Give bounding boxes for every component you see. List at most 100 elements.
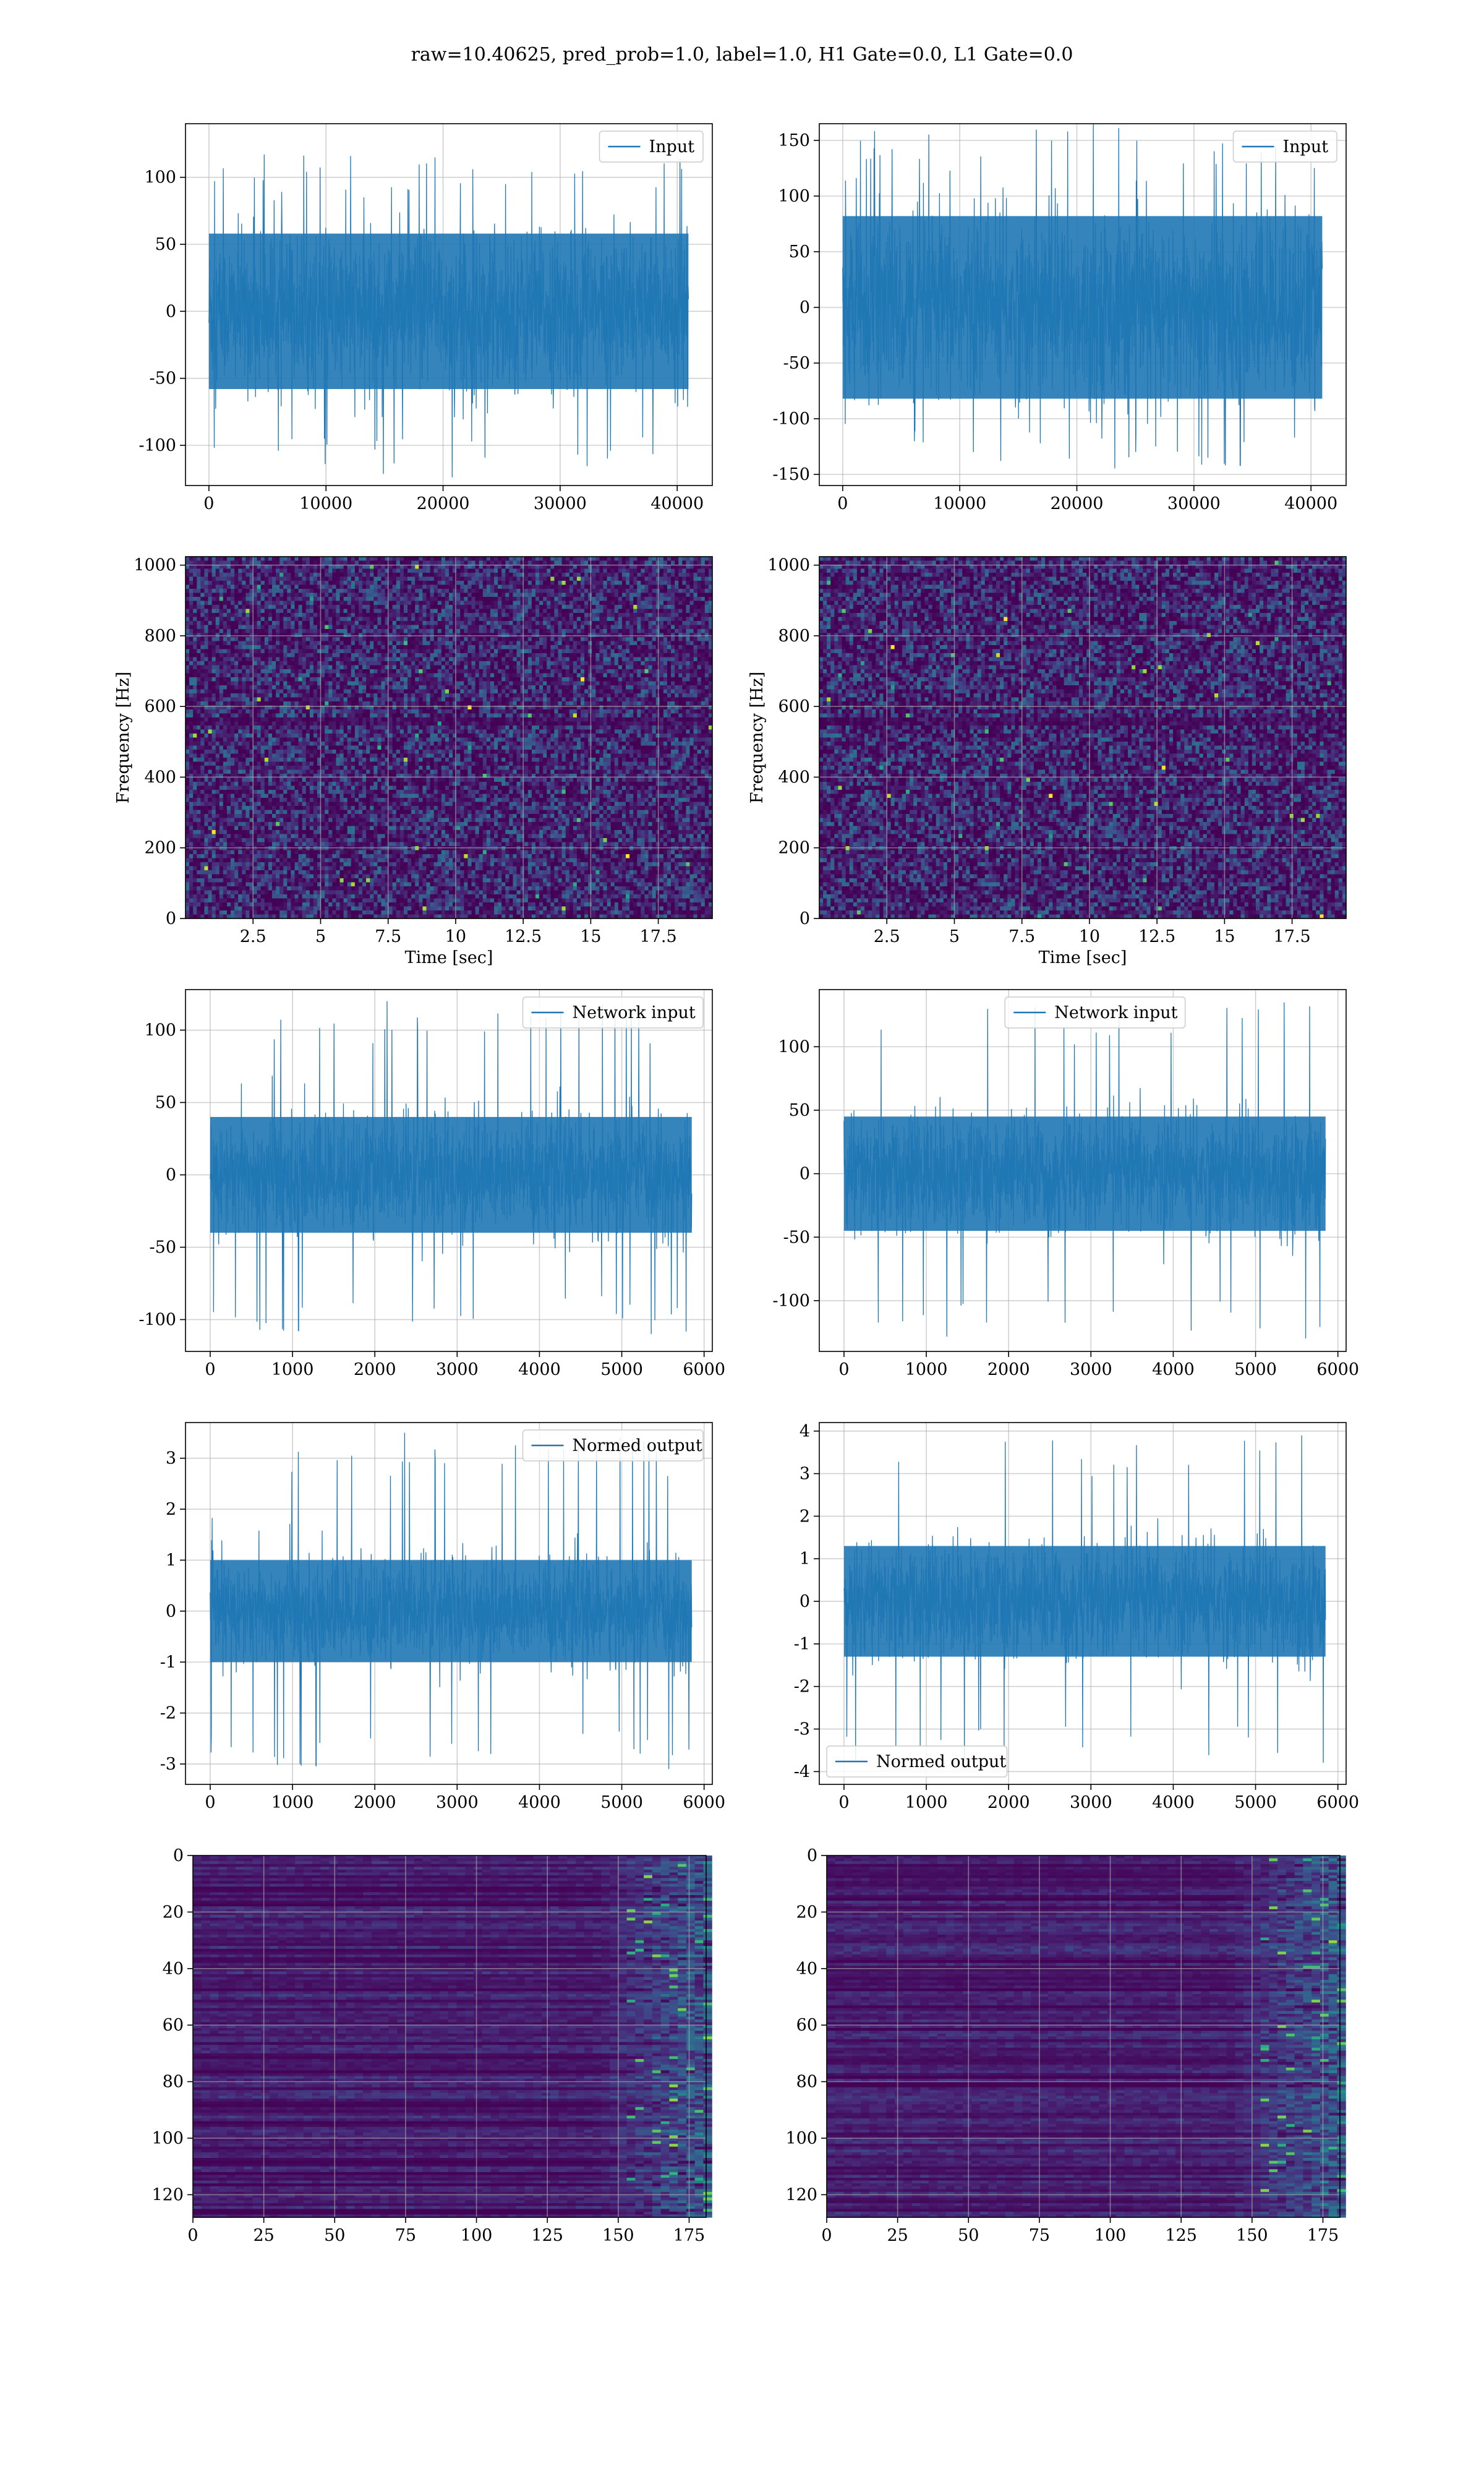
h1-spectrogram-cell [622, 661, 626, 666]
h1-spectrogram-cell [302, 674, 307, 678]
h1-spectrogram-cell [283, 557, 288, 561]
h1-spectrogram-cell [220, 649, 224, 654]
h1-spectrogram-cell [701, 649, 706, 654]
h1-spectrogram-cell [449, 637, 453, 641]
h1-spectrogram-cell [370, 633, 374, 638]
h1-spectrogram-cell [351, 653, 356, 657]
h1-spectrogram-cell [547, 633, 551, 638]
h1-spectrogram-cell [276, 573, 280, 577]
h1-spectrogram-cell [234, 561, 239, 565]
h1-spectrogram-cell [279, 637, 284, 641]
h1-spectrogram-cell [373, 613, 378, 617]
h1-spectrogram-cell [588, 629, 592, 633]
h1-spectrogram-cell [325, 653, 329, 657]
h1-spectrogram-cell [261, 597, 265, 601]
h1-spectrogram-cell [411, 593, 416, 597]
h1-spectrogram-heatmap-cells [186, 557, 713, 919]
h1-spectrogram-cell [204, 677, 208, 682]
h1-spectrogram-cell [445, 633, 450, 638]
h1-spectrogram-cell [663, 661, 668, 666]
h1-spectrogram-cell [483, 597, 487, 601]
h1-spectrogram-cell [652, 581, 657, 585]
h1-spectrogram-cell [513, 597, 517, 601]
h1-spectrogram-cell [588, 601, 592, 606]
h1-spectrogram-cell [592, 613, 596, 617]
h1-spectrogram-cell [313, 593, 318, 597]
h1-spectrogram-cell [287, 569, 291, 573]
h1-spectrogram-cell [554, 669, 558, 674]
h1-spectrogram-cell [434, 677, 438, 682]
h1-spectrogram-cell [223, 649, 228, 654]
h1-spectrogram-cell [479, 605, 484, 609]
h1-spectrogram-cell [671, 573, 675, 577]
h1-spectrogram-cell [626, 593, 630, 597]
h1-spectrogram-cell [332, 661, 336, 666]
h1-spectrogram-cell [231, 661, 235, 666]
h1-spectrogram-cell [389, 653, 393, 657]
h1-spectrogram-cell [261, 573, 265, 577]
h1-spectrogram-cell [377, 657, 382, 662]
h1-spectrogram-cell [325, 557, 329, 561]
h1-spectrogram-cell [381, 625, 385, 630]
h1-spectrogram-cell [694, 561, 698, 565]
h1-spectrogram-cell [550, 561, 555, 565]
h1-spectrogram-cell [321, 657, 325, 662]
h1-spectrogram-cell [505, 557, 510, 561]
h1-spectrogram-cell [535, 597, 540, 601]
h1-spectrogram-cell [558, 561, 562, 565]
h1-spectrogram-cell [686, 585, 690, 589]
h1-spectrogram-cell [200, 625, 205, 630]
h1-spectrogram-cell [592, 677, 596, 682]
h1-spectrogram-cell [299, 605, 303, 609]
h1-spectrogram-cell [351, 641, 356, 646]
h1-spectrogram-cell [550, 645, 555, 649]
h1-spectrogram-cell [498, 589, 502, 593]
h1-spectrogram-cell [276, 605, 280, 609]
h1-spectrogram-cell [332, 625, 336, 630]
h1-spectrogram-cell [407, 613, 412, 617]
h1-spectrogram-cell [528, 637, 532, 641]
h1-spectrogram-cell [490, 629, 495, 633]
h1-spectrogram-cell [212, 617, 216, 622]
h1-spectrogram-cell [430, 637, 435, 641]
h1-spectrogram-cell [193, 577, 197, 581]
h1-spectrogram-cell [562, 625, 566, 630]
h1-spectrogram-cell [483, 585, 487, 589]
h1-spectrogram-cell [633, 573, 638, 577]
h1-spectrogram-cell [494, 593, 498, 597]
h1-spectrogram-cell [475, 585, 480, 589]
h1-spectrogram-cell [490, 657, 495, 662]
h1-spectrogram-cell [257, 589, 262, 593]
h1-spectrogram-cell [644, 613, 649, 617]
h1-spectrogram-cell [328, 661, 333, 666]
h1-spectrogram-cell [667, 569, 672, 573]
h1-spectrogram-cell [584, 581, 589, 585]
h1-spectrogram-cell [671, 589, 675, 593]
h1-spectrogram-cell [554, 581, 558, 585]
h1-spectrogram-cell [306, 669, 310, 674]
h1-spectrogram-cell [359, 666, 363, 670]
h1-spectrogram-cell [475, 653, 480, 657]
h1-spectrogram-cell [268, 674, 273, 678]
h1-spectrogram-cell [675, 593, 679, 597]
h1-spectrogram-cell [234, 589, 239, 593]
h1-spectrogram-cell [517, 613, 521, 617]
h1-spectrogram-cell [607, 674, 612, 678]
h1-spectrogram-cell [306, 649, 310, 654]
h1-spectrogram-cell [607, 637, 612, 641]
h1-spectrogram-cell [351, 593, 356, 597]
h1-spectrogram-cell [509, 645, 513, 649]
h1-spectrogram-cell [675, 585, 679, 589]
h1-spectrogram-cell [603, 674, 608, 678]
h1-spectrogram-cell [197, 649, 201, 654]
h1-spectrogram-cell [313, 666, 318, 670]
h1-spectrogram-cell [340, 609, 344, 614]
h1-spectrogram-cell [212, 557, 216, 561]
h1-spectrogram-cell [411, 661, 416, 666]
h1-spectrogram-cell [603, 633, 608, 638]
h1-spectrogram-cell [682, 649, 686, 654]
h1-spectrogram-cell [456, 633, 461, 638]
h1-spectrogram-cell [336, 649, 340, 654]
h1-spectrogram-cell [535, 625, 540, 630]
